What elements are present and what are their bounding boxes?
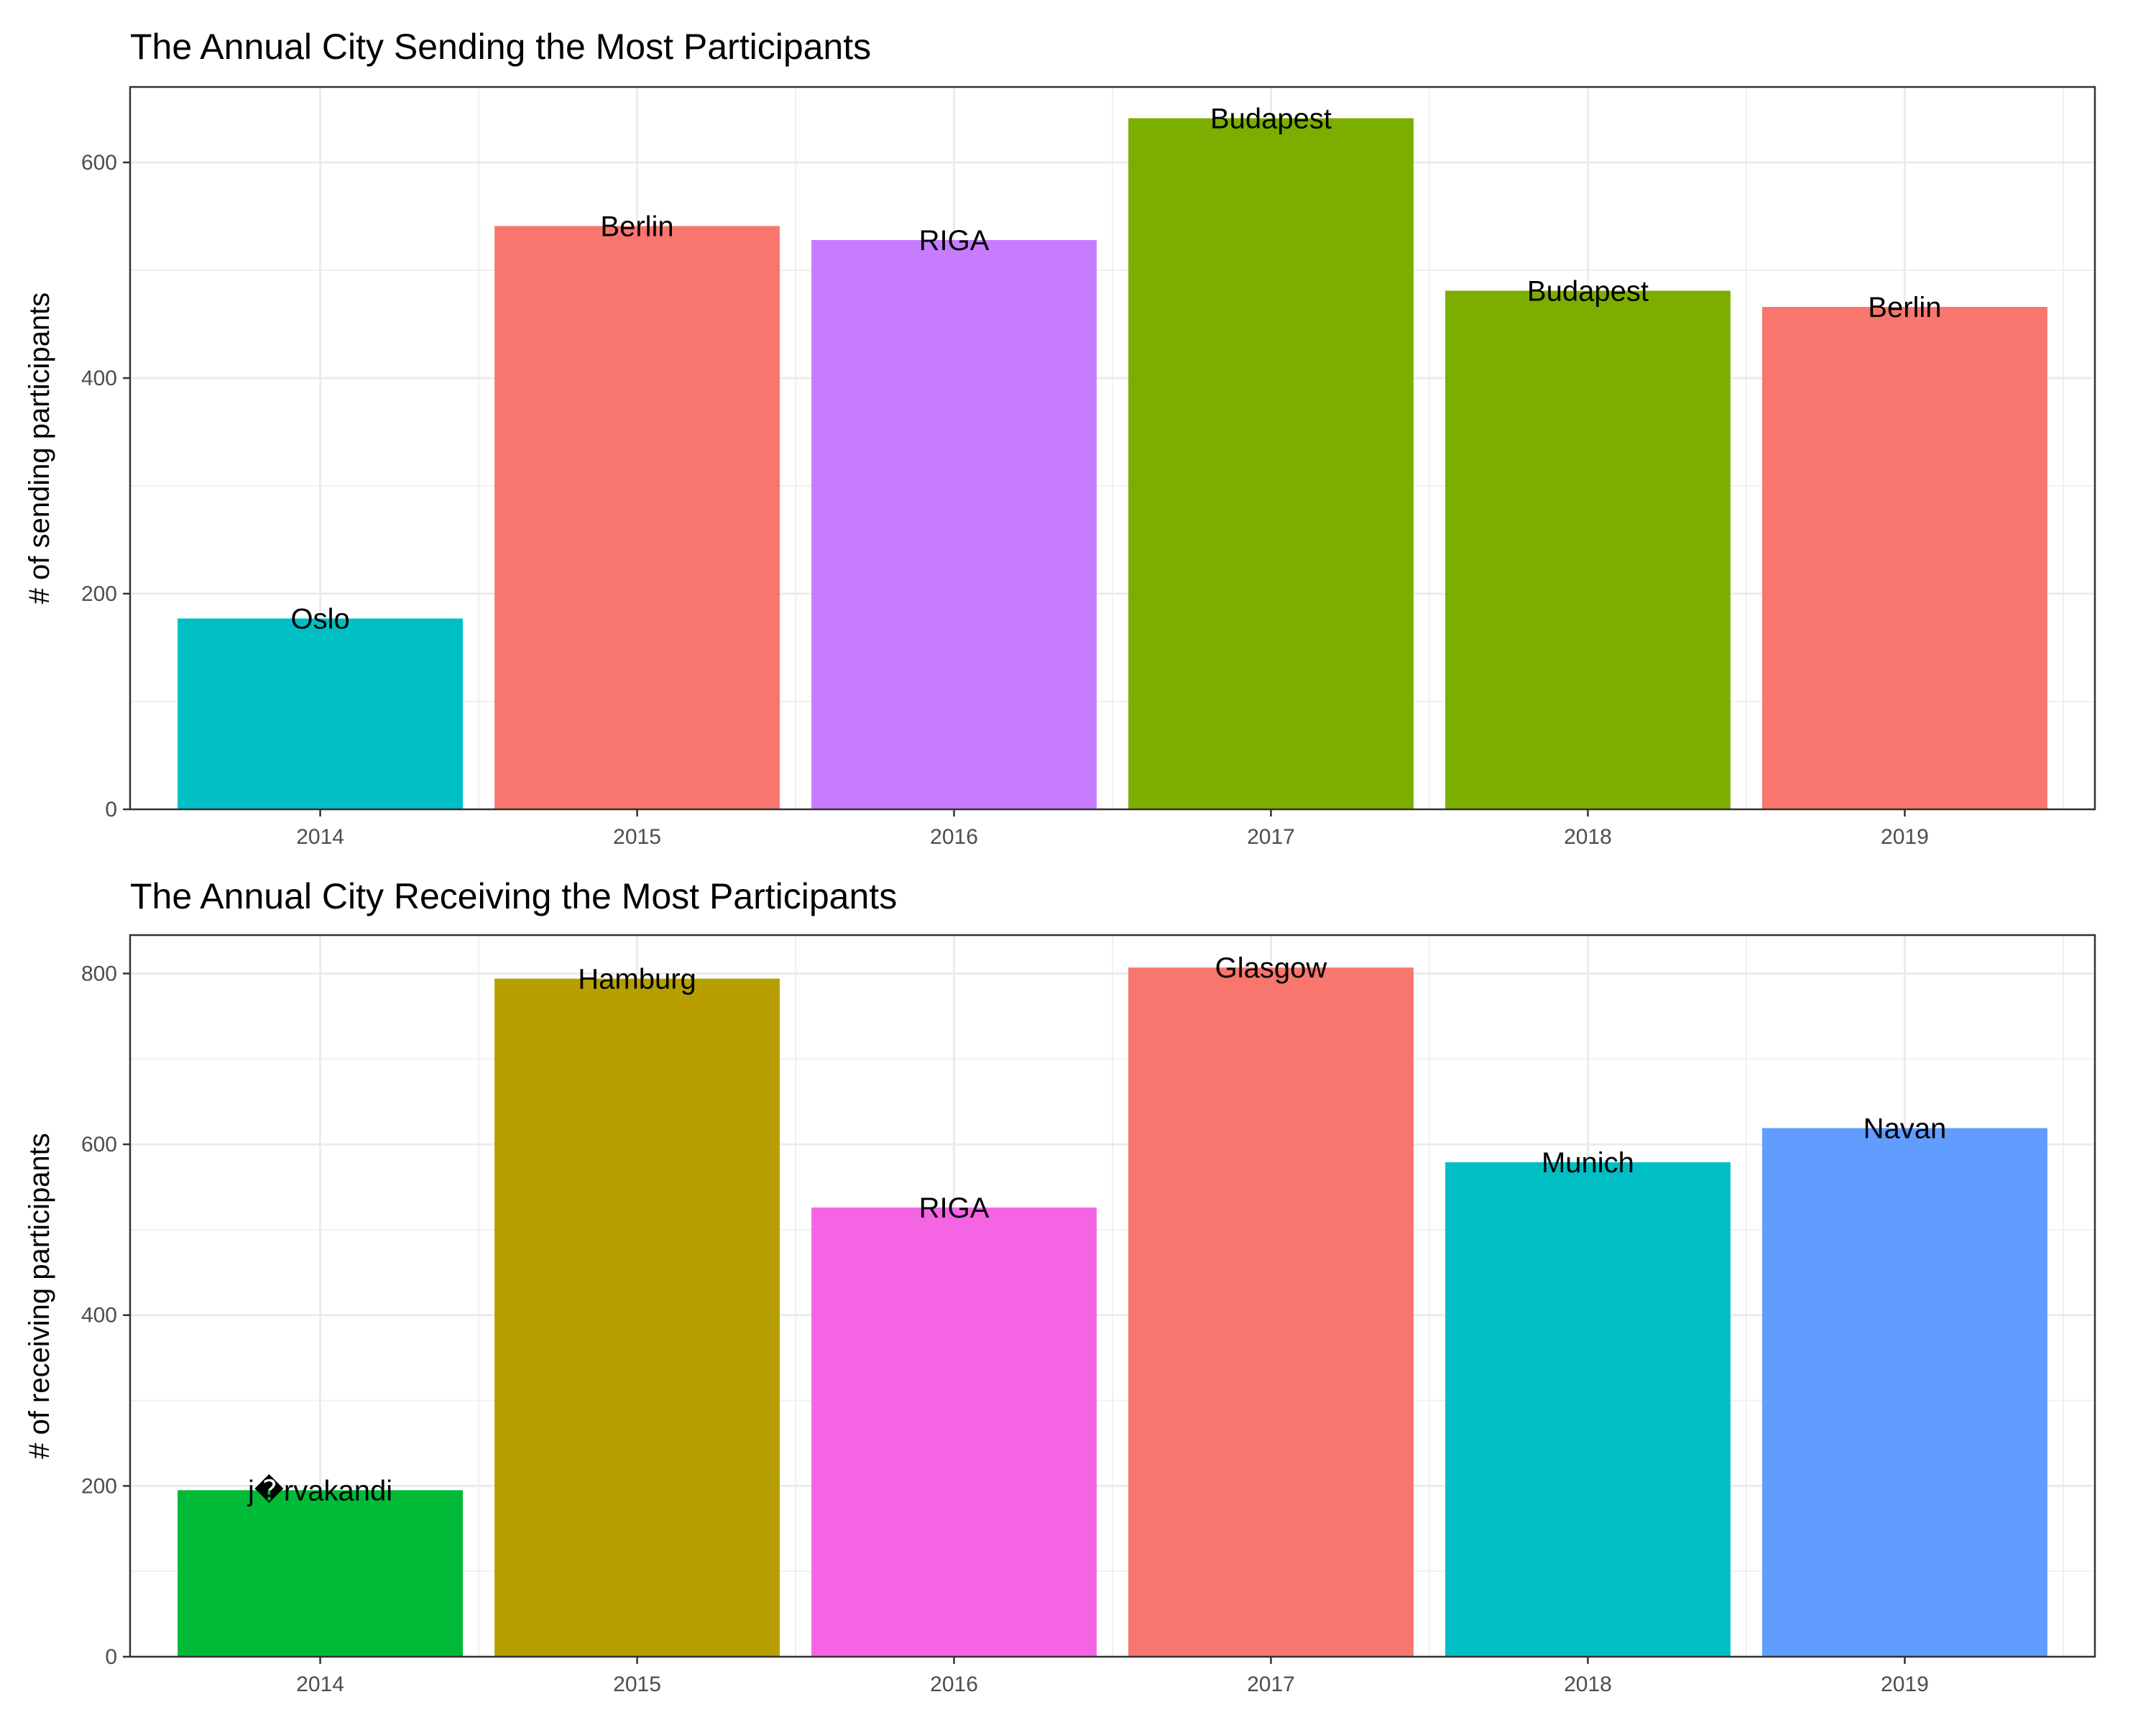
data-label-2014: Oslo [290, 604, 349, 635]
chart-title: The Annual City Sending the Most Partici… [130, 27, 871, 67]
bar-2014 [178, 1490, 464, 1657]
data-labels: Oslo Berlin RIGA Budapest Budapest Berlin [290, 104, 1941, 635]
plot-border [129, 86, 2096, 811]
data-label-2019: Navan [1864, 1113, 1947, 1145]
bar-2014 [178, 618, 464, 809]
x-tick-label: 2018 [1564, 825, 1612, 849]
x-tick-label: 2016 [930, 1673, 978, 1696]
x-tick-label: 2019 [1881, 1673, 1929, 1696]
data-label-2019: Berlin [1868, 292, 1941, 323]
x-tick-label: 2015 [613, 825, 661, 849]
bar-2017 [1128, 118, 1414, 809]
bar-2019 [1761, 307, 2047, 809]
bars [178, 118, 2047, 809]
data-label-2014: j�rvakandi [247, 1473, 392, 1506]
y-tick-label: 200 [81, 582, 117, 606]
y-axis-title: # of sending participants [24, 293, 55, 604]
data-label-2015: Hamburg [578, 964, 696, 995]
bar-2015 [494, 226, 780, 809]
data-label-2018: Budapest [1527, 276, 1649, 308]
chart-title: The Annual City Receiving the Most Parti… [130, 876, 897, 916]
data-label-2017: Glasgow [1215, 952, 1327, 984]
y-tick-label: 400 [81, 367, 117, 390]
x-tick-label: 2016 [930, 825, 978, 849]
y-tick-label: 200 [81, 1474, 117, 1498]
y-tick-label: 800 [81, 962, 117, 985]
bar-2016 [811, 240, 1097, 809]
bars [178, 967, 2047, 1657]
x-tick-label: 2019 [1881, 825, 1929, 849]
chart-panel-1: Oslo Berlin RIGA Budapest Budapest Berlin 0 200… [24, 27, 2096, 849]
y-axis: 0 200 400 600 800 [81, 962, 130, 1669]
x-tick-label: 2015 [613, 1673, 661, 1696]
x-axis: 2014 2015 2016 2017 2018 2019 [296, 1657, 1929, 1696]
data-label-2018: Munich [1542, 1147, 1634, 1179]
bar-2017 [1128, 967, 1414, 1657]
data-label-2017: Budapest [1210, 104, 1332, 135]
y-tick-label: 600 [81, 151, 117, 175]
x-tick-label: 2014 [296, 1673, 344, 1696]
data-label-2016: RIGA [919, 1192, 990, 1224]
bar-2018 [1445, 1162, 1731, 1657]
x-tick-label: 2018 [1564, 1673, 1612, 1696]
chart-panel-2: j�rvakandi Hamburg RIGA Glasgow Munich Navan 0… [24, 876, 2096, 1696]
data-label-2015: Berlin [600, 211, 673, 243]
x-tick-label: 2017 [1247, 825, 1295, 849]
bar-2019 [1761, 1128, 2047, 1657]
bar-2015 [494, 978, 780, 1657]
x-tick-label: 2017 [1247, 1673, 1295, 1696]
data-labels: j�rvakandi Hamburg RIGA Glasgow Munich Navan [247, 952, 1946, 1506]
x-axis: 2014 2015 2016 2017 2018 2019 [296, 809, 1929, 849]
data-label-2016: RIGA [919, 225, 990, 257]
y-tick-label: 600 [81, 1133, 117, 1156]
bar-2018 [1445, 290, 1731, 809]
y-axis-title: # of receiving participants [24, 1133, 55, 1459]
bar-2016 [811, 1208, 1097, 1657]
y-axis: 0 200 400 600 [81, 151, 130, 822]
y-tick-label: 0 [105, 1645, 117, 1669]
y-tick-label: 400 [81, 1304, 117, 1328]
x-tick-label: 2014 [296, 825, 344, 849]
plot-border [129, 934, 2096, 1658]
y-tick-label: 0 [105, 798, 117, 822]
